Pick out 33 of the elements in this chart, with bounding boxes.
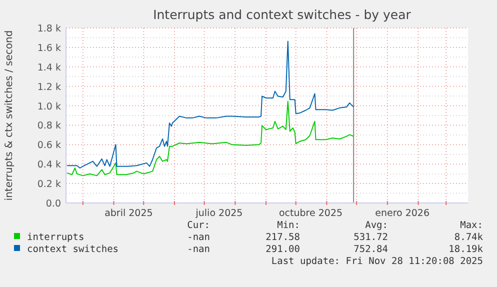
x-tick-label: enero 2026 — [375, 208, 430, 219]
text: Max: — [460, 220, 483, 231]
y-tick-label: 0.4 k — [37, 160, 62, 171]
text: 531.72 — [354, 232, 388, 243]
y-tick-label: 0.6 k — [37, 140, 62, 152]
text: Cur: — [187, 220, 210, 231]
y-tick-label: 1.6 k — [37, 42, 62, 54]
text: -nan — [187, 244, 210, 255]
chart-title: Interrupts and context switches - by year — [153, 7, 412, 22]
legend-label: interrupts — [27, 232, 84, 243]
y-tick-label: 0.0 — [46, 198, 61, 210]
x-tick-label: julio 2025 — [194, 208, 243, 219]
y-tick-label: 0.2 k — [37, 179, 62, 190]
text: 752.84 — [354, 244, 388, 255]
y-tick-label: 1.2 k — [37, 82, 62, 93]
y-tick-label: 0.8 k — [37, 120, 62, 132]
text: -nan — [187, 232, 210, 243]
text: Avg: — [365, 220, 388, 231]
legend-label: context switches — [27, 244, 119, 255]
x-tick-label: octubre 2025 — [279, 208, 343, 219]
line-series — [66, 100, 354, 176]
line-series — [66, 40, 354, 168]
y-tick-label: 1.0 k — [37, 101, 62, 112]
text: Last update: Fri Nov 28 11:20:08 2025 — [271, 256, 483, 267]
text: 18.19k — [448, 244, 484, 255]
y-axis-title: interrupts & ctx switches / second — [4, 30, 15, 201]
text: 8.74k — [454, 232, 484, 243]
y-tick-label: 1.4 k — [37, 62, 62, 74]
y-tick-label: 1.8 k — [37, 24, 62, 34]
x-tick-label: abril 2025 — [104, 208, 153, 219]
text: 217.58 — [266, 232, 300, 243]
text: Min: — [277, 220, 300, 231]
text: 291.00 — [266, 244, 300, 255]
